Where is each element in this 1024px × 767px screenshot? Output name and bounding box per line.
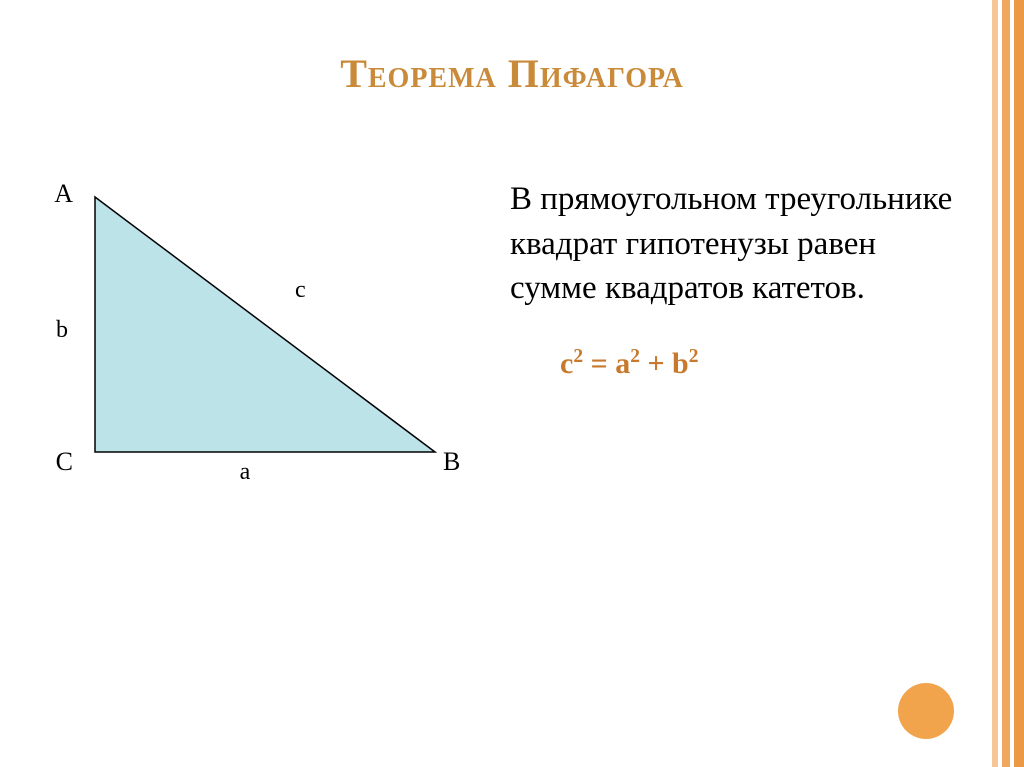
theorem-statement: В прямоугольном треугольнике квадрат гип… (510, 177, 964, 311)
svg-text:A: A (54, 179, 73, 208)
triangle-svg: A B Ca b c (40, 167, 480, 497)
formula-a-exp: 2 (630, 346, 640, 367)
content-row: A B Ca b c В прямоугольном треугольнике квад… (0, 97, 1024, 502)
triangle-diagram: A B Ca b c (40, 167, 480, 502)
formula-b-exp: 2 (689, 346, 699, 367)
formula-c: c (560, 347, 573, 380)
svg-text:C: C (56, 447, 73, 476)
svg-text:b: b (56, 317, 68, 343)
formula-plus: + (640, 347, 672, 380)
svg-text:B: B (443, 447, 460, 476)
stripe (1014, 0, 1024, 767)
formula-a: a (615, 347, 630, 380)
corner-circle-icon (898, 683, 954, 739)
text-column: В прямоугольном треугольнике квадрат гип… (510, 167, 964, 502)
side-stripes (992, 0, 1024, 767)
page-title: Теорема Пифагора (0, 0, 1024, 97)
svg-text:c: c (295, 277, 306, 303)
svg-text:a: a (240, 459, 251, 485)
pythagoras-formula: c2 = a2 + b2 (510, 346, 964, 381)
formula-b: b (672, 347, 689, 380)
stripe (1002, 0, 1010, 767)
formula-c-exp: 2 (573, 346, 583, 367)
formula-eq: = (583, 347, 615, 380)
